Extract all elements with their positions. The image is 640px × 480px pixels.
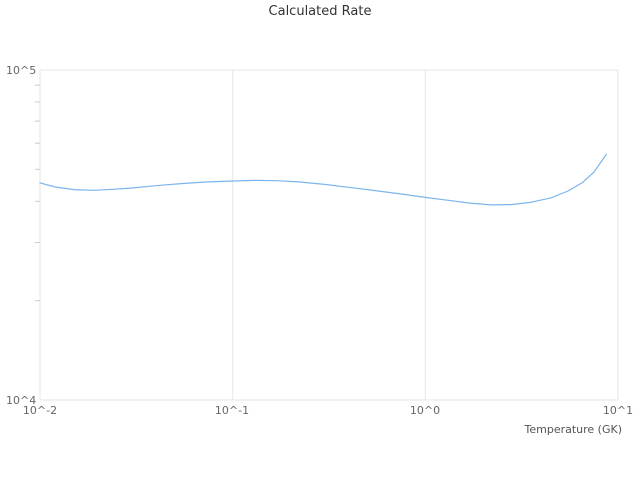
x-tick-label-4: 10^1 — [602, 404, 634, 417]
chart-title: Calculated Rate — [268, 4, 372, 19]
x-axis-label: Temperature (GK) — [524, 423, 623, 436]
x-tick-label-3: 10^0 — [409, 404, 441, 417]
x-tick-label-1: 10^-2 — [22, 404, 58, 417]
x-tick-label-2: 10^-1 — [214, 404, 250, 417]
y-tick-label-top: 10^5 — [6, 64, 37, 77]
y-tick-label-bottom: 10^4 — [6, 394, 37, 407]
